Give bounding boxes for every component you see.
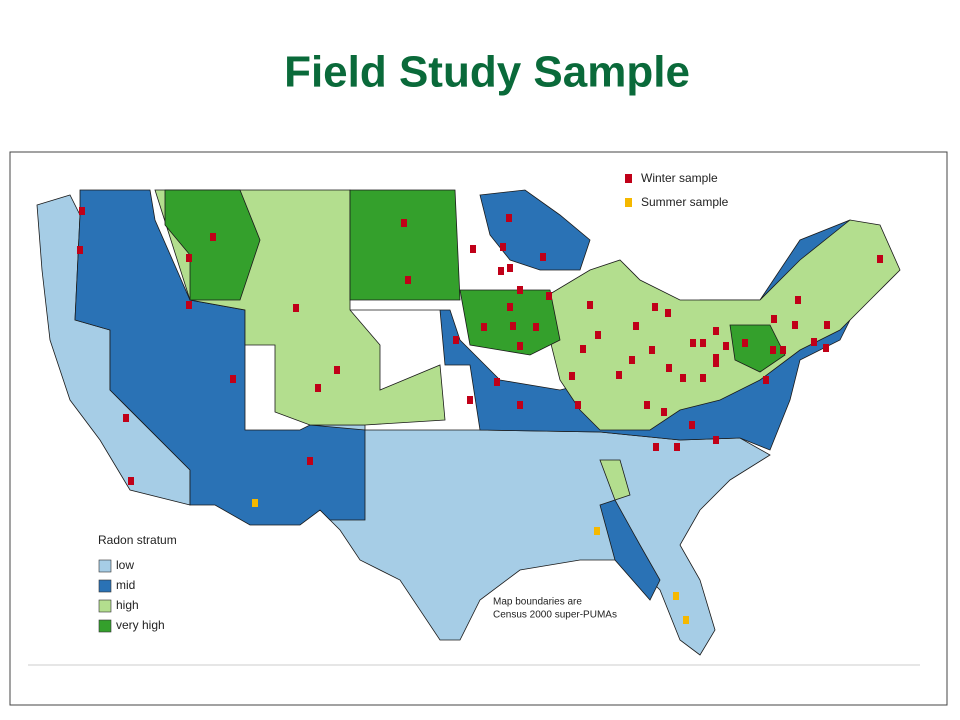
winter-marker — [824, 321, 830, 329]
winter-marker — [470, 245, 476, 253]
winter-marker — [680, 374, 686, 382]
summer-marker — [594, 527, 600, 535]
winter-marker — [405, 276, 411, 284]
winter-marker — [507, 303, 513, 311]
winter-marker — [315, 384, 321, 392]
winter-marker — [498, 267, 504, 275]
region — [539, 219, 901, 431]
summer-marker — [673, 592, 679, 600]
winter-marker — [546, 292, 552, 300]
winter-marker — [674, 443, 680, 451]
note: Census 2000 super-PUMAs — [493, 610, 617, 621]
winter-marker — [569, 372, 575, 380]
winter-marker — [689, 421, 695, 429]
winter-marker — [123, 414, 129, 422]
legend-label: Summer sample — [641, 195, 729, 209]
winter-marker — [644, 401, 650, 409]
winter-marker — [507, 264, 513, 272]
region — [599, 459, 631, 501]
winter-marker — [780, 346, 786, 354]
winter-marker — [616, 371, 622, 379]
winter-marker — [713, 327, 719, 335]
legend-swatch — [98, 579, 112, 593]
us-map — [36, 189, 901, 656]
winter-marker — [481, 323, 487, 331]
winter-marker — [811, 338, 817, 346]
winter-marker — [494, 378, 500, 386]
winter-marker — [293, 304, 299, 312]
winter-marker — [742, 339, 748, 347]
winter-marker — [771, 315, 777, 323]
winter-marker — [533, 323, 539, 331]
winter-marker — [665, 309, 671, 317]
winter-marker — [649, 346, 655, 354]
winter-marker — [517, 401, 523, 409]
winter-marker — [230, 375, 236, 383]
winter-marker — [652, 303, 658, 311]
summer-marker — [252, 499, 258, 507]
winter-marker — [653, 443, 659, 451]
winter-marker — [700, 374, 706, 382]
winter-marker — [629, 356, 635, 364]
winter-marker — [700, 339, 706, 347]
winter-marker — [666, 364, 672, 372]
summer-marker — [683, 616, 689, 624]
winter-marker — [587, 301, 593, 309]
winter-marker — [792, 321, 798, 329]
winter-marker — [510, 322, 516, 330]
winter-marker — [467, 396, 473, 404]
region — [349, 189, 461, 301]
winter-marker — [763, 376, 769, 384]
winter-marker — [580, 345, 586, 353]
winter-marker — [453, 336, 459, 344]
winter-marker — [517, 342, 523, 350]
legend-title: Radon stratum — [98, 533, 177, 547]
winter-marker — [517, 286, 523, 294]
legend-label: low — [116, 558, 134, 572]
winter-marker — [661, 408, 667, 416]
winter-marker — [506, 214, 512, 222]
winter-marker — [401, 219, 407, 227]
winter-marker — [575, 401, 581, 409]
legend-swatch — [98, 599, 112, 613]
winter-marker — [540, 253, 546, 261]
winter-marker — [823, 344, 829, 352]
winter-marker — [186, 301, 192, 309]
stratum-legend: Radon stratum low mid high very high — [98, 533, 177, 633]
region — [729, 324, 786, 373]
winter-marker — [723, 342, 729, 350]
winter-marker — [79, 207, 85, 215]
legend-label: mid — [116, 578, 135, 592]
winter-marker — [877, 255, 883, 263]
winter-marker — [186, 254, 192, 262]
winter-marker — [334, 366, 340, 374]
legend-swatch — [98, 619, 112, 633]
sample-legend: Winter sample Summer sample — [625, 171, 729, 209]
legend-swatch — [625, 198, 632, 207]
legend-label: high — [116, 598, 139, 612]
winter-marker — [595, 331, 601, 339]
winter-marker — [713, 436, 719, 444]
winter-marker — [770, 346, 776, 354]
winter-marker — [690, 339, 696, 347]
winter-marker — [713, 359, 719, 367]
winter-marker — [713, 354, 719, 362]
winter-marker — [77, 246, 83, 254]
legend-swatch — [98, 559, 112, 573]
sample-markers — [77, 207, 883, 624]
title: Field Study Sample — [284, 48, 690, 97]
legend-label: Winter sample — [641, 171, 718, 185]
region — [164, 189, 261, 301]
winter-marker — [633, 322, 639, 330]
winter-marker — [307, 457, 313, 465]
note: Map boundaries are — [493, 597, 582, 608]
winter-marker — [128, 477, 134, 485]
winter-marker — [210, 233, 216, 241]
legend-swatch — [625, 174, 632, 183]
legend-label: very high — [116, 618, 165, 632]
winter-marker — [500, 243, 506, 251]
winter-marker — [795, 296, 801, 304]
region — [479, 189, 591, 271]
